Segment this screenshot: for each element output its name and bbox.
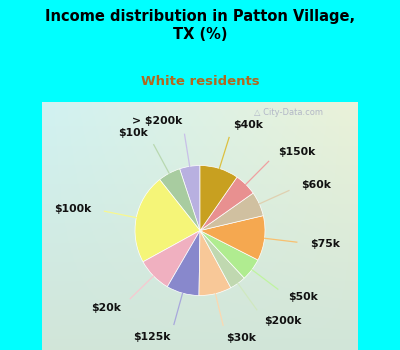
Wedge shape [200, 177, 253, 231]
Wedge shape [200, 216, 265, 260]
Text: $75k: $75k [310, 239, 340, 249]
Text: $60k: $60k [301, 180, 331, 190]
Wedge shape [200, 231, 244, 288]
Text: $20k: $20k [91, 303, 121, 313]
Wedge shape [200, 231, 258, 278]
Text: $150k: $150k [278, 147, 315, 157]
Wedge shape [135, 180, 200, 262]
Wedge shape [180, 166, 200, 231]
Wedge shape [160, 169, 200, 231]
Text: $50k: $50k [288, 292, 318, 302]
Wedge shape [143, 231, 200, 287]
Wedge shape [200, 193, 263, 231]
Wedge shape [167, 231, 200, 295]
Text: $200k: $200k [264, 316, 302, 326]
Text: Income distribution in Patton Village,
TX (%): Income distribution in Patton Village, T… [45, 9, 355, 42]
Text: $40k: $40k [233, 120, 263, 130]
Wedge shape [200, 166, 237, 231]
Text: △ City-Data.com: △ City-Data.com [254, 108, 322, 117]
Text: $10k: $10k [118, 128, 147, 138]
Text: $100k: $100k [54, 204, 91, 214]
Text: $30k: $30k [226, 333, 256, 343]
Text: White residents: White residents [141, 75, 259, 88]
Text: $125k: $125k [133, 332, 170, 342]
Text: > $200k: > $200k [132, 116, 182, 126]
Wedge shape [199, 231, 231, 295]
